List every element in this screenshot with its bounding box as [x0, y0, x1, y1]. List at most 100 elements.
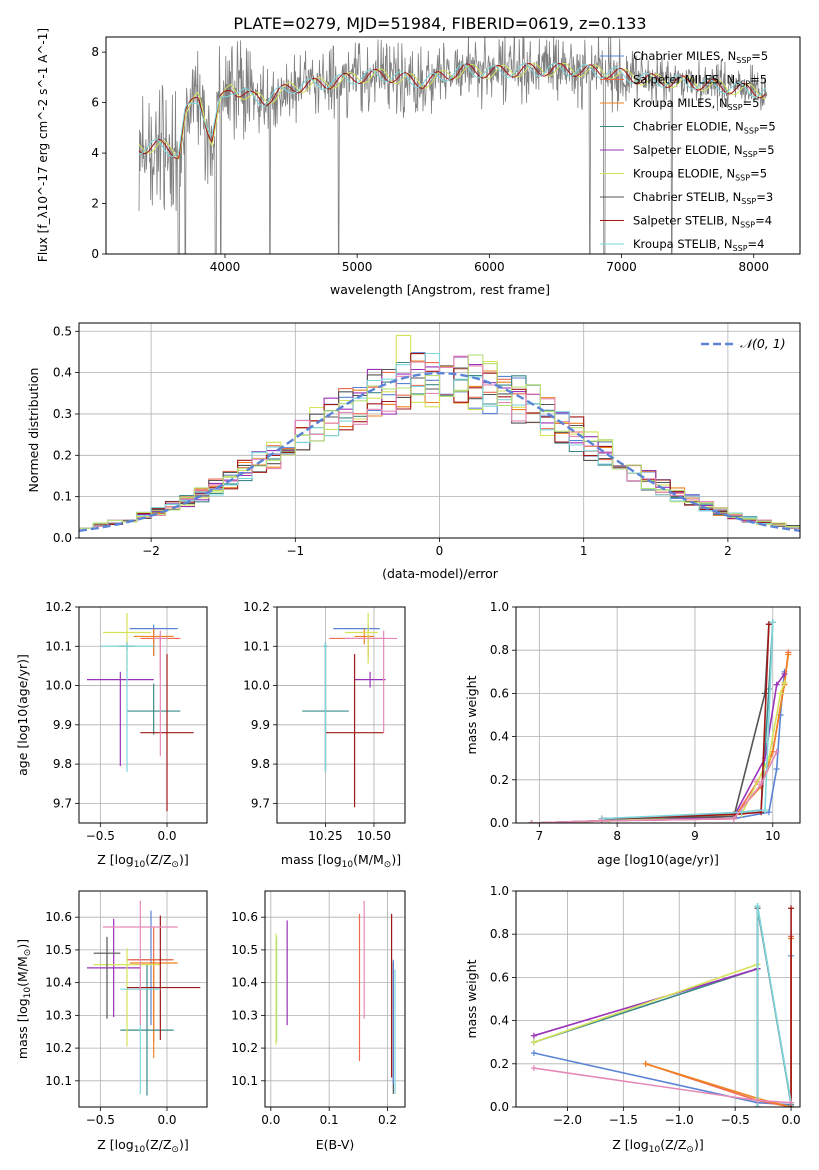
x-axis-label: Z [log10(Z/Z⊙)]: [612, 1137, 703, 1155]
legend-entry: Kroupa STELIB, NSSP=4: [633, 237, 764, 253]
y-tick-label: 0.3: [53, 407, 72, 421]
x-tick-label: 10.25: [308, 829, 342, 843]
normal-curve: [79, 371, 800, 532]
plot-area: [79, 334, 800, 532]
weight-marker: [788, 905, 795, 912]
x-axis-label: Z [log10(Z/Z⊙)]: [97, 852, 188, 870]
y-axis-label: mass [log10(M/M⊙)]: [15, 939, 33, 1059]
model-spectrum-line: [138, 62, 766, 158]
y-tick-label: 1.0: [490, 600, 509, 614]
y-tick-label: 10.6: [231, 910, 258, 924]
age-vs-metallicity-panel: −0.5 0.0 9.7 9.8 9.9 10.0 10.1 10.2 Z [log10(Z/Z…: [15, 600, 208, 870]
x-tick-label: 8: [613, 829, 621, 843]
x-tick-label: 2: [724, 544, 732, 558]
weight-marker: [761, 807, 768, 814]
weight-line: [531, 622, 774, 823]
y-tick-label: 10.2: [45, 600, 72, 614]
weight-marker: [754, 1104, 761, 1107]
weight-marker: [530, 1050, 537, 1056]
weight-marker: [781, 679, 788, 686]
weight-marker: [758, 781, 765, 788]
model-spectrum-line: [138, 62, 766, 159]
legend-entry: Kroupa ELODIE, NSSP=5: [633, 167, 767, 183]
y-tick-label: 9.8: [251, 757, 270, 771]
y-tick-label: 0.2: [490, 1057, 509, 1071]
weight-marker: [530, 1065, 537, 1072]
y-tick-label: 9.9: [251, 718, 270, 732]
plot-area: [138, 37, 768, 254]
plot-area: [528, 619, 792, 823]
weight-marker: [773, 681, 780, 688]
y-tick-label: 10.2: [45, 1041, 72, 1055]
age-vs-mass-panel: 10.25 10.50 9.7 9.8 9.9 10.0 10.1 10.2 mass [log…: [243, 600, 406, 870]
legend-entry: Salpeter ELODIE, NSSP=5: [633, 143, 775, 159]
weight-marker: [781, 670, 788, 677]
legend-entry: Chabrier MILES, NSSP=5: [633, 49, 768, 65]
x-tick-label: −2.0: [553, 1113, 582, 1127]
axes-frame: [515, 890, 801, 1108]
weight-marker: [765, 809, 772, 816]
y-tick-label: 0.4: [53, 366, 72, 380]
y-tick-label: 0.2: [53, 448, 72, 462]
legend-entry: 𝒩(0, 1): [740, 336, 786, 351]
weight-marker: [530, 1039, 537, 1046]
y-tick-label: 10.2: [243, 600, 270, 614]
plot-area: [530, 903, 795, 1107]
y-tick-label: 0.1: [53, 490, 72, 504]
plot-area: [302, 612, 398, 808]
x-tick-label: −0.5: [86, 829, 115, 843]
x-axis-label: E(B-V): [316, 1137, 355, 1152]
x-tick-label: 7000: [606, 260, 637, 274]
y-tick-label: 0.5: [53, 324, 72, 338]
y-tick-label: 9.7: [251, 796, 270, 810]
weight-marker: [528, 820, 535, 823]
y-tick-label: 0.8: [490, 643, 509, 657]
legend-entry: Kroupa MILES, NSSP=5: [633, 96, 759, 112]
y-tick-label: 0.0: [53, 531, 72, 545]
axes-frame: [264, 890, 406, 1108]
weight-line: [533, 905, 792, 1105]
y-tick-label: 9.9: [53, 718, 72, 732]
axes-frame: [78, 322, 801, 539]
x-tick-label: 0.1: [320, 1113, 339, 1127]
axes-frame: [78, 890, 208, 1108]
y-tick-label: 1.0: [490, 884, 509, 898]
legend-entry: Salpeter STELIB, NSSP=4: [633, 214, 772, 230]
plot-area: [87, 900, 201, 1096]
y-tick-label: 0.8: [490, 927, 509, 941]
plot-area: [87, 612, 194, 812]
legend-entry: Salpeter MILES, NSSP=5: [633, 73, 767, 89]
axes-frame: [105, 36, 801, 255]
x-tick-label: 0.2: [378, 1113, 397, 1127]
x-tick-label: 1: [580, 544, 588, 558]
x-tick-label: −1.5: [609, 1113, 638, 1127]
y-tick-label: 9.8: [53, 757, 72, 771]
weight-marker: [769, 619, 776, 626]
x-tick-label: 7: [536, 829, 544, 843]
y-tick-label: 10.2: [231, 1041, 258, 1055]
y-tick-label: 2: [91, 197, 99, 211]
x-tick-label: −0.5: [86, 1113, 115, 1127]
y-axis-label: Flux [f_λ10^-17 erg cm^-2 s^-1 A^-1]: [36, 28, 50, 262]
x-axis-label: Z [log10(Z/Z⊙)]: [97, 1137, 188, 1155]
weight-line: [645, 936, 792, 1107]
x-axis-label: mass [log10(M/M⊙)]: [281, 852, 401, 870]
weight-line: [601, 622, 774, 820]
x-tick-label: 10: [765, 829, 780, 843]
y-tick-label: 0.4: [490, 1014, 509, 1028]
observed-spectrum-line: [138, 37, 768, 254]
x-tick-label: 0.0: [157, 829, 176, 843]
y-axis-label: mass weight: [464, 675, 479, 754]
x-tick-label: 9: [691, 829, 699, 843]
y-tick-label: 8: [91, 45, 99, 59]
x-tick-label: 4000: [210, 260, 241, 274]
x-tick-label: 0.0: [782, 1113, 801, 1127]
y-axis-label: mass weight: [464, 959, 479, 1038]
weight-marker: [777, 690, 784, 697]
weight-marker: [788, 1099, 795, 1106]
residuals-panel: −2 −1 0 1 2 0.0 0.1 0.2 0.3 0.4 0.5 𝒩(0, 1) (data-mo…: [26, 322, 801, 581]
x-tick-label: 6000: [474, 260, 505, 274]
residual-histogram: [79, 354, 800, 529]
x-axis-label: age [log10(age/yr)]: [597, 852, 719, 867]
